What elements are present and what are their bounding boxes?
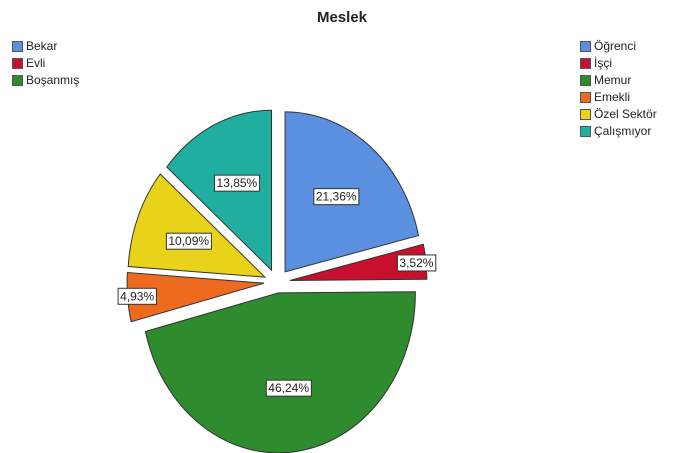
slice-label-text-isci: 3,52% bbox=[399, 256, 433, 270]
slice-label-box-isci bbox=[396, 254, 437, 272]
slice-label-box-memur bbox=[265, 379, 312, 397]
pie-slice-ozel-sektor bbox=[127, 173, 267, 278]
slice-label-box-emekli bbox=[117, 287, 157, 305]
pie-slice-memur bbox=[144, 291, 416, 453]
legend-swatch-memur bbox=[580, 75, 591, 86]
legend-swatch-ozel-sektor bbox=[580, 109, 591, 120]
slice-label-text-ozel-sektor: 10,09% bbox=[168, 234, 209, 248]
legend-swatch-bekar bbox=[12, 41, 23, 52]
legend-item-bosanmis: Boşanmış bbox=[12, 72, 79, 89]
legend-item-ogrenci: Öğrenci bbox=[580, 38, 657, 55]
legend-swatch-evli bbox=[12, 58, 23, 69]
legend-swatch-ogrenci bbox=[580, 41, 591, 52]
slice-label-ozel-sektor: 10,09% bbox=[165, 232, 212, 250]
slice-label-text-ogrenci: 21,36% bbox=[316, 190, 357, 204]
legend-item-memur: Memur bbox=[580, 72, 657, 89]
legend-label-evli: Evli bbox=[26, 56, 46, 70]
legend-label-memur: Memur bbox=[594, 73, 632, 87]
slice-label-text-emekli: 4,93% bbox=[120, 289, 154, 303]
slice-label-box-ozel-sektor bbox=[165, 232, 212, 250]
legend-swatch-calismiyor bbox=[580, 126, 591, 137]
legend-item-bekar: Bekar bbox=[12, 38, 79, 55]
legend-item-emekli: Emekli bbox=[580, 89, 657, 106]
slice-label-ogrenci: 21,36% bbox=[313, 188, 360, 206]
legend-label-emekli: Emekli bbox=[594, 90, 631, 104]
slice-label-calismiyor: 13,85% bbox=[214, 174, 261, 192]
chart-legend: Öğrenci İşçi Memur Emekli Özel Sektör Ça… bbox=[580, 38, 657, 140]
legend-label-isci: İşçi bbox=[594, 56, 612, 70]
secondary-legend: Bekar Evli Boşanmış bbox=[12, 38, 79, 89]
legend-label-bekar: Bekar bbox=[26, 39, 58, 53]
legend-swatch-isci bbox=[580, 58, 591, 69]
legend-swatch-bosanmis bbox=[12, 75, 23, 86]
legend-item-calismiyor: Çalışmıyor bbox=[580, 123, 657, 140]
legend-label-ogrenci: Öğrenci bbox=[594, 39, 637, 53]
slice-label-text-calismiyor: 13,85% bbox=[217, 176, 258, 190]
slice-label-memur: 46,24% bbox=[265, 379, 312, 397]
legend-label-calismiyor: Çalışmıyor bbox=[594, 124, 652, 138]
slice-label-text-memur: 46,24% bbox=[268, 381, 309, 395]
legend-item-isci: İşçi bbox=[580, 55, 657, 72]
chart-title: Meslek bbox=[316, 9, 368, 26]
slice-label-isci: 3,52% bbox=[396, 254, 437, 272]
legend-item-evli: Evli bbox=[12, 55, 79, 72]
legend-label-bosanmis: Boşanmış bbox=[26, 73, 80, 87]
legend-swatch-emekli bbox=[580, 92, 591, 103]
slice-label-emekli: 4,93% bbox=[117, 287, 157, 305]
slice-label-box-calismiyor bbox=[214, 174, 261, 192]
legend-label-ozel-sektor: Özel Sektör bbox=[594, 107, 657, 121]
legend-item-ozel-sektor: Özel Sektör bbox=[580, 106, 657, 123]
slice-label-box-ogrenci bbox=[313, 188, 360, 206]
